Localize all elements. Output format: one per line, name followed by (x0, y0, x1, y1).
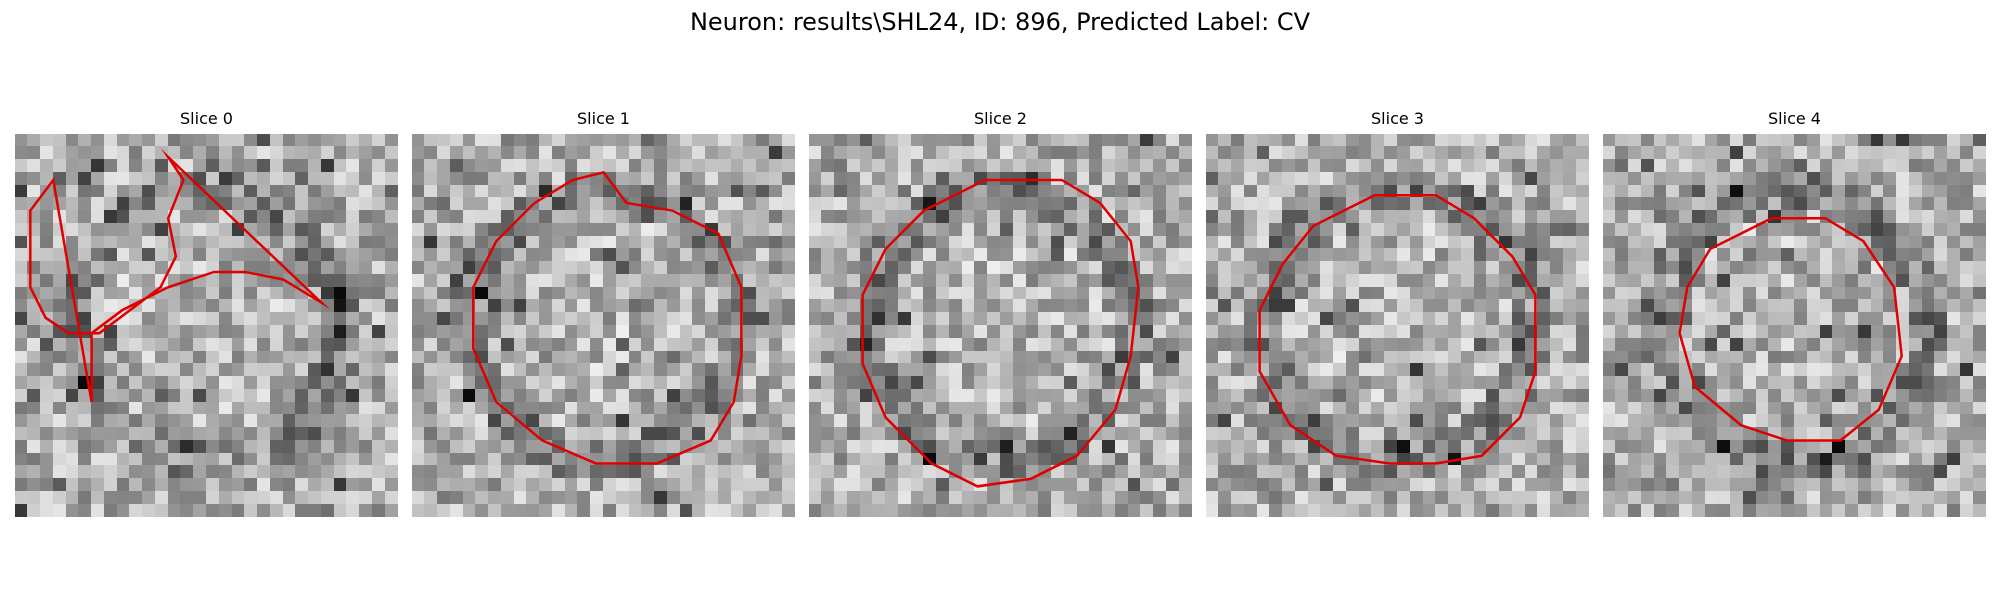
slice-image (1206, 134, 1589, 517)
slice-title: Slice 4 (1768, 109, 1821, 128)
slice-title: Slice 2 (974, 109, 1027, 128)
slice-panel-0: Slice 0 (15, 108, 398, 517)
slice-panel-2: Slice 2 (809, 108, 1192, 517)
figure-title: Neuron: results\SHL24, ID: 896, Predicte… (689, 8, 1311, 36)
slice-title: Slice 3 (1371, 109, 1424, 128)
slice-image (1603, 134, 1986, 517)
slice-panel-1: Slice 1 (412, 108, 795, 517)
slice-title: Slice 1 (577, 109, 630, 128)
slice-panel-3: Slice 3 (1206, 108, 1589, 517)
slice-image (809, 134, 1192, 517)
slice-panel-4: Slice 4 (1603, 108, 1986, 517)
slice-image (15, 134, 398, 517)
slice-title: Slice 0 (180, 109, 233, 128)
slice-image (412, 134, 795, 517)
